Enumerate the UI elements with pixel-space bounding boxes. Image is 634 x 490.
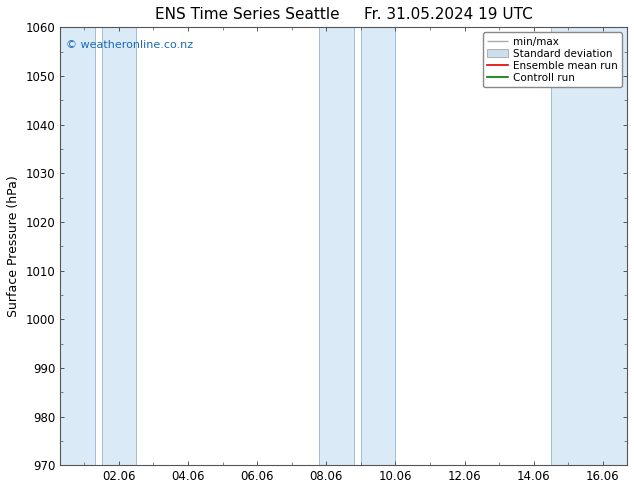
Bar bbox=[551, 27, 627, 465]
Bar bbox=[361, 27, 396, 465]
Title: ENS Time Series Seattle     Fr. 31.05.2024 19 UTC: ENS Time Series Seattle Fr. 31.05.2024 1… bbox=[155, 7, 533, 22]
Legend: min/max, Standard deviation, Ensemble mean run, Controll run: min/max, Standard deviation, Ensemble me… bbox=[482, 32, 622, 87]
Bar bbox=[320, 27, 354, 465]
Bar bbox=[60, 27, 94, 465]
Text: © weatheronline.co.nz: © weatheronline.co.nz bbox=[66, 40, 193, 50]
Y-axis label: Surface Pressure (hPa): Surface Pressure (hPa) bbox=[7, 175, 20, 317]
Bar bbox=[101, 27, 136, 465]
